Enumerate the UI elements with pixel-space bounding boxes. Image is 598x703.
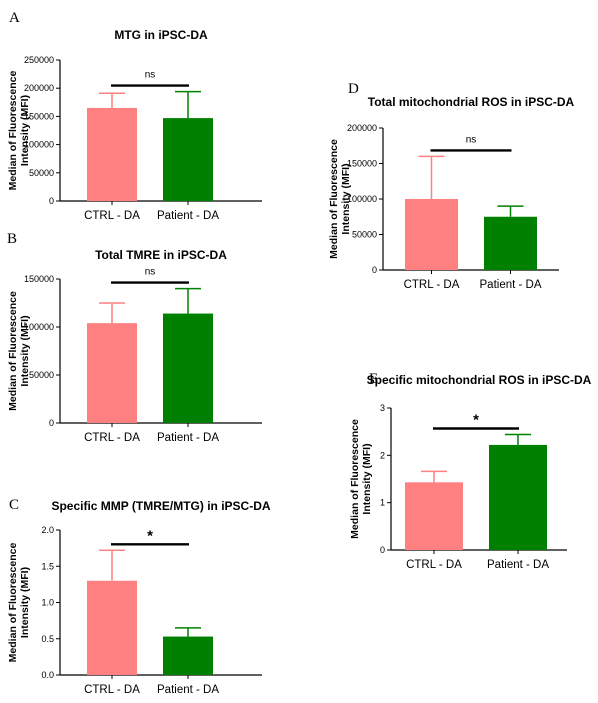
chart-panel-c: C Specific MMP (TMRE/MTG) in iPSC-DA Media… — [7, 497, 271, 696]
y-tick-label: 1.0 — [41, 598, 54, 608]
y-tick-label: 150000 — [24, 274, 54, 284]
bar-ctrl — [405, 199, 458, 270]
y-axis-label: Median of Fluorescence — [7, 543, 19, 663]
chart-panel-d: D Total mitochondrial ROS in iPSC-DA Media… — [328, 81, 575, 291]
significance-label: ns — [466, 134, 477, 145]
y-tick-label: 0 — [49, 418, 54, 428]
bar-patient — [163, 313, 213, 423]
y-tick-label: 2.0 — [41, 525, 54, 535]
y-tick-label: 50000 — [29, 168, 54, 178]
panel-letter: E — [369, 371, 378, 387]
y-axis-label: Intensity (MFI) — [340, 163, 352, 234]
chart-title: Specific MMP (TMRE/MTG) in iPSC-DA — [51, 499, 270, 513]
bar-ctrl — [405, 482, 463, 550]
significance-label: ns — [145, 267, 156, 278]
y-tick-label: 1 — [380, 498, 385, 508]
y-axis-label: Median of Fluorescence — [7, 291, 19, 411]
category-label: Patient - DA — [480, 279, 542, 291]
chart-title: Total TMRE in iPSC-DA — [95, 248, 227, 262]
panel-letter: A — [9, 10, 20, 26]
bar-ctrl — [87, 323, 137, 423]
category-label: CTRL - DA — [406, 559, 462, 571]
y-tick-label: 100000 — [347, 194, 377, 204]
y-tick-label: 150000 — [347, 159, 377, 169]
panel-letter: D — [348, 81, 359, 97]
y-tick-label: 0.5 — [41, 634, 54, 644]
y-tick-label: 50000 — [29, 370, 54, 380]
chart-title: MTG in iPSC-DA — [114, 28, 208, 42]
y-axis-label: Median of Fluorescence — [349, 419, 361, 539]
y-tick-label: 3 — [380, 403, 385, 413]
bar-ctrl — [87, 580, 137, 675]
bar-patient — [484, 216, 537, 270]
y-tick-label: 100000 — [24, 140, 54, 150]
y-axis-label: Intensity (MFI) — [361, 443, 373, 514]
panel-letter: C — [9, 497, 19, 513]
bar-patient — [489, 444, 547, 550]
chart-panel-b: B Total TMRE in iPSC-DA Median of Fluoresc… — [7, 231, 262, 444]
y-tick-label: 100000 — [24, 322, 54, 332]
y-tick-label: 0 — [372, 265, 377, 275]
y-tick-label: 0.0 — [41, 670, 54, 680]
y-tick-label: 50000 — [352, 230, 377, 240]
y-tick-label: 150000 — [24, 111, 54, 121]
y-tick-label: 200000 — [347, 123, 377, 133]
y-tick-label: 1.5 — [41, 561, 54, 571]
chart-title: Specific mitochondrial ROS in iPSC-DA — [367, 373, 592, 387]
y-tick-label: 2 — [380, 450, 385, 460]
chart-panel-a: A MTG in iPSC-DA Median of Fluorescence Int… — [7, 10, 262, 222]
category-label: CTRL - DA — [84, 432, 140, 444]
significance-label: ns — [145, 70, 156, 81]
category-label: Patient - DA — [487, 559, 549, 571]
bar-ctrl — [87, 107, 137, 201]
bar-patient — [163, 636, 213, 675]
significance-label: * — [147, 527, 153, 544]
category-label: Patient - DA — [157, 432, 219, 444]
y-axis-label: Median of Fluorescence — [328, 139, 340, 259]
significance-label: * — [473, 412, 479, 429]
y-tick-label: 0 — [380, 545, 385, 555]
y-tick-label: 200000 — [24, 83, 54, 93]
y-axis-label: Intensity (MFI) — [19, 95, 31, 166]
y-axis-label: Median of Fluorescence — [7, 71, 19, 191]
panel-letter: B — [7, 231, 17, 247]
category-label: CTRL - DA — [404, 279, 460, 291]
category-label: CTRL - DA — [84, 684, 140, 696]
y-axis-label: Intensity (MFI) — [19, 567, 31, 638]
y-tick-label: 0 — [49, 196, 54, 206]
category-label: CTRL - DA — [84, 210, 140, 222]
chart-title: Total mitochondrial ROS in iPSC-DA — [368, 95, 575, 109]
bar-patient — [163, 118, 213, 201]
category-label: Patient - DA — [157, 210, 219, 222]
category-label: Patient - DA — [157, 684, 219, 696]
y-tick-label: 250000 — [24, 55, 54, 65]
y-axis-label: Intensity (MFI) — [19, 315, 31, 386]
